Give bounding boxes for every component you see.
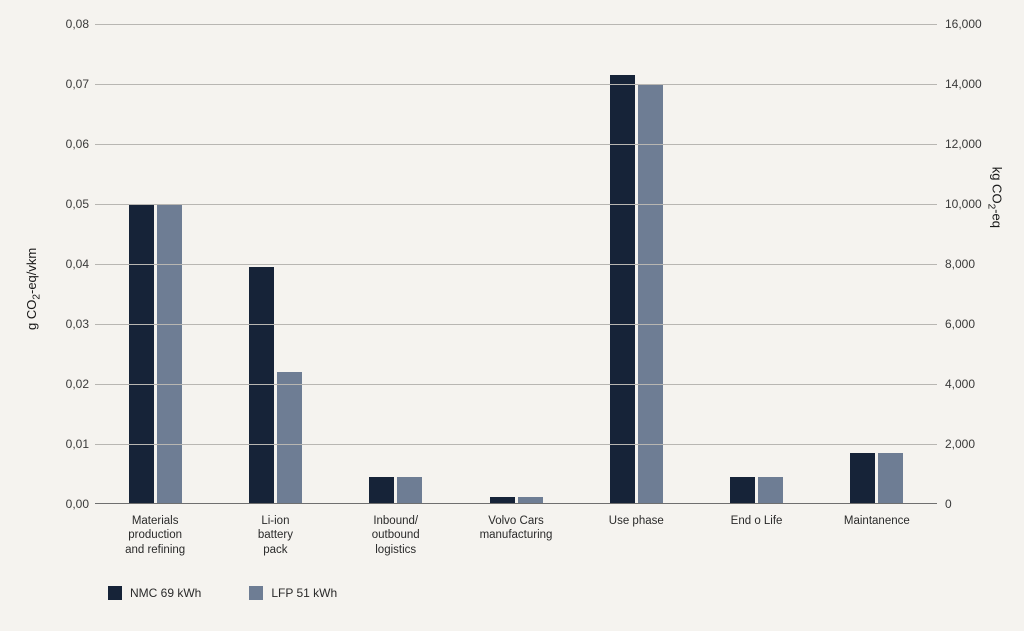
y-right-tick: 12,000 <box>945 138 982 150</box>
y-left-tick: 0,02 <box>45 378 89 390</box>
y-right-tick: 8,000 <box>945 258 975 270</box>
y-left-tick: 0,01 <box>45 438 89 450</box>
y-left-axis-title: g CO2-eq/vkm <box>24 248 43 330</box>
legend-item-lfp: LFP 51 kWh <box>249 586 337 600</box>
gridline <box>95 144 937 145</box>
bar-lfp <box>397 477 422 504</box>
x-category-label: Use phase <box>591 514 681 528</box>
y-left-tick: 0,07 <box>45 78 89 90</box>
y-left-tick: 0,08 <box>45 18 89 30</box>
y-right-tick: 16,000 <box>945 18 982 30</box>
bar-nmc <box>730 477 755 504</box>
bar-nmc <box>369 477 394 504</box>
y-left-tick: 0,03 <box>45 318 89 330</box>
legend-label-lfp: LFP 51 kWh <box>271 586 337 600</box>
bar-lfp <box>277 372 302 504</box>
co2-bar-chart: g CO2-eq/vkm kg CO2-eq NMC 69 kWh LFP 51… <box>0 0 1024 631</box>
bar-nmc <box>249 267 274 504</box>
legend-label-nmc: NMC 69 kWh <box>130 586 201 600</box>
y-right-tick: 4,000 <box>945 378 975 390</box>
y-left-tick: 0,05 <box>45 198 89 210</box>
legend-swatch-nmc <box>108 586 122 600</box>
x-axis-baseline <box>95 503 937 504</box>
y-left-tick: 0,04 <box>45 258 89 270</box>
x-category-label: Inbound/outboundlogistics <box>351 514 441 557</box>
y-left-tick: 0,06 <box>45 138 89 150</box>
x-category-label: Volvo Carsmanufacturing <box>471 514 561 543</box>
gridline <box>95 384 937 385</box>
gridline <box>95 24 937 25</box>
y-left-tick: 0,00 <box>45 498 89 510</box>
gridline <box>95 264 937 265</box>
y-right-axis-title: kg CO2-eq <box>985 167 1004 228</box>
bar-lfp <box>878 453 903 504</box>
gridline <box>95 204 937 205</box>
x-category-label: Materialsproductionand refining <box>110 514 200 557</box>
bar-nmc <box>610 75 635 504</box>
bar-nmc <box>850 453 875 504</box>
y-right-tick: 0 <box>945 498 952 510</box>
plot-area <box>95 24 937 504</box>
gridline <box>95 84 937 85</box>
y-right-tick: 14,000 <box>945 78 982 90</box>
y-right-tick: 2,000 <box>945 438 975 450</box>
x-category-label: Li-ionbatterypack <box>230 514 320 557</box>
bar-lfp <box>157 204 182 504</box>
legend-swatch-lfp <box>249 586 263 600</box>
legend-item-nmc: NMC 69 kWh <box>108 586 201 600</box>
legend: NMC 69 kWh LFP 51 kWh <box>108 586 337 600</box>
y-right-tick: 6,000 <box>945 318 975 330</box>
x-category-label: Maintanence <box>832 514 922 528</box>
y-right-tick: 10,000 <box>945 198 982 210</box>
x-category-label: End o Life <box>712 514 802 528</box>
bar-lfp <box>758 477 783 504</box>
bar-lfp <box>638 84 663 504</box>
gridline <box>95 444 937 445</box>
gridline <box>95 324 937 325</box>
bar-nmc <box>129 204 154 504</box>
